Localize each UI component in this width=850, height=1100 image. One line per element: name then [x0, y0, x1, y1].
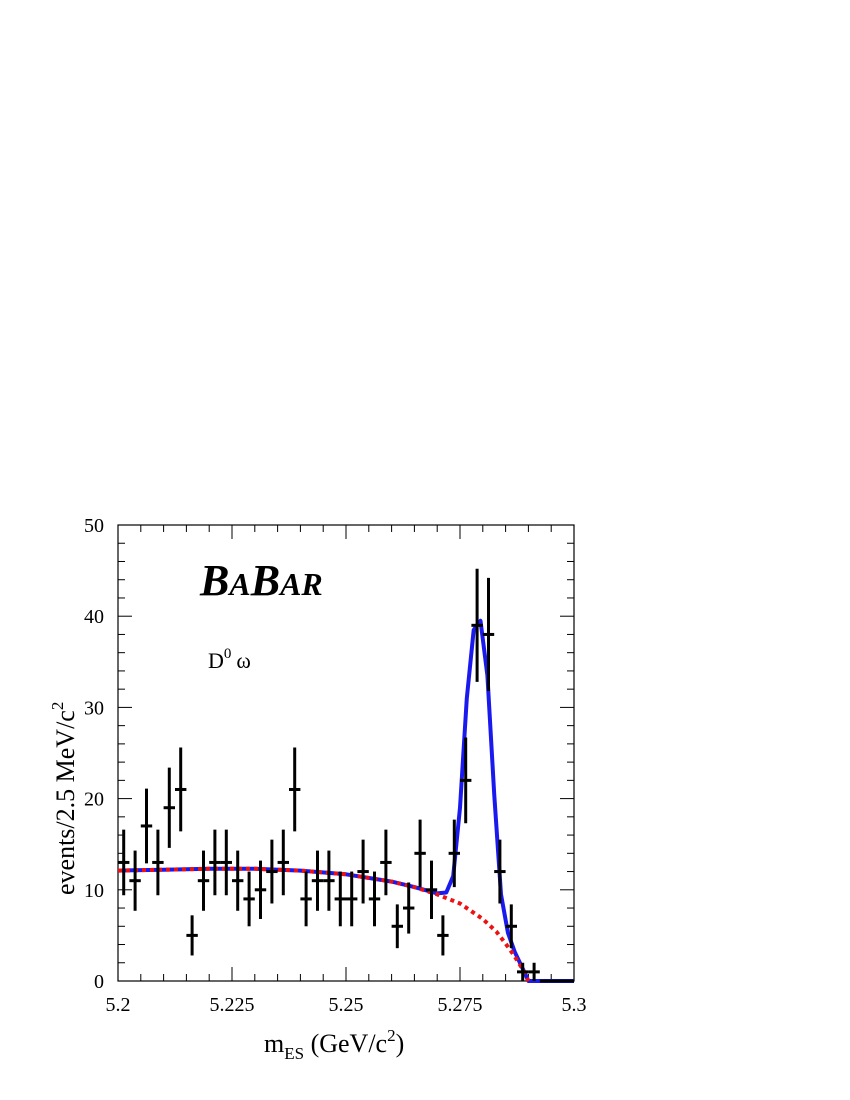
data-point — [266, 839, 278, 904]
x-axis-label: mES (GeV/c2) — [264, 1026, 404, 1063]
data-point — [357, 839, 369, 904]
data-point — [129, 850, 141, 911]
data-point — [368, 871, 381, 927]
x-tick-label: 5.25 — [329, 994, 364, 1016]
x-tick-label: 5.275 — [438, 994, 483, 1016]
decay-annotation: D0 ω — [208, 646, 251, 673]
babar-logo: BABAR — [199, 556, 323, 605]
x-tick-label: 5.2 — [106, 994, 131, 1016]
y-tick-label: 50 — [84, 515, 104, 537]
data-point — [346, 871, 358, 927]
y-axis-label: events/2.5 MeV/c2 — [48, 702, 80, 895]
y-tick-label: 10 — [84, 880, 104, 902]
data-point — [311, 850, 324, 911]
data-point — [517, 962, 529, 981]
tick-labels: 5.2 5.225 5.25 5.275 5.3 0 10 20 30 40 50 — [84, 515, 587, 1016]
data-point — [425, 860, 438, 919]
data-point — [460, 737, 472, 824]
data-point — [118, 829, 130, 896]
data-point — [277, 829, 289, 896]
data-point — [448, 819, 460, 888]
data-point — [243, 871, 255, 927]
data-point — [209, 829, 221, 896]
data-point — [334, 871, 346, 927]
x-tick-label: 5.225 — [210, 994, 255, 1016]
data-point — [391, 904, 403, 949]
y-tick-label: 20 — [84, 789, 104, 811]
data-point — [140, 788, 153, 864]
data-point — [505, 904, 517, 949]
data-point — [437, 915, 449, 956]
data-point — [403, 882, 415, 934]
data-point — [482, 577, 495, 691]
data-point — [323, 850, 335, 911]
y-tick-label: 40 — [84, 606, 104, 628]
data-point — [289, 747, 301, 832]
data-point — [163, 767, 175, 848]
data-point — [220, 829, 232, 896]
data-point — [528, 962, 540, 981]
data-point — [471, 568, 483, 682]
data-point — [380, 829, 392, 896]
data-point — [232, 850, 244, 911]
data-point — [197, 850, 210, 911]
background-fit-curve — [117, 866, 531, 982]
data-point — [300, 871, 312, 927]
data-point — [175, 747, 187, 832]
data-point — [186, 915, 198, 956]
data-point — [152, 829, 164, 896]
y-tick-label: 0 — [94, 971, 104, 993]
data-points — [118, 568, 574, 983]
data-point — [254, 860, 267, 919]
y-tick-label: 30 — [84, 697, 104, 719]
data-point — [414, 819, 426, 888]
data-point — [494, 839, 506, 904]
x-tick-label: 5.3 — [562, 994, 587, 1016]
